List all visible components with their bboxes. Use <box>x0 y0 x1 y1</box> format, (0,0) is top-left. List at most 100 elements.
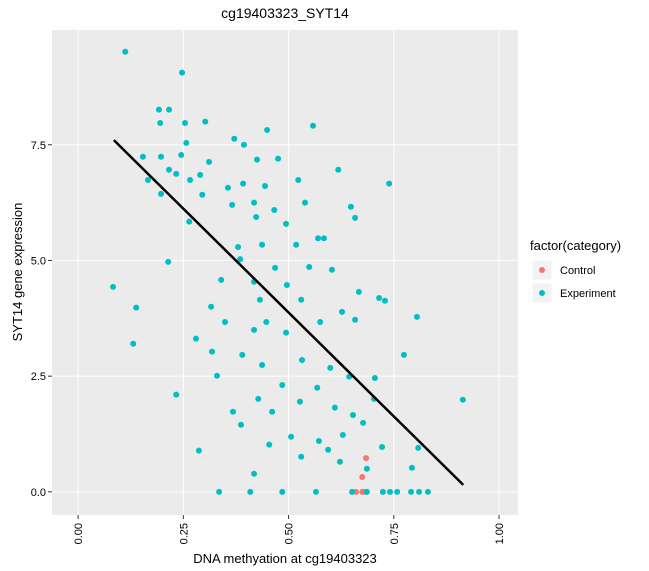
legend-marker <box>539 290 545 296</box>
point <box>312 488 319 495</box>
point <box>415 444 422 451</box>
point <box>179 69 186 76</box>
point <box>328 266 335 273</box>
point <box>208 348 215 355</box>
point <box>206 158 213 165</box>
point <box>263 319 270 326</box>
point <box>296 398 303 405</box>
point <box>216 488 223 495</box>
point <box>255 395 262 402</box>
point <box>315 437 322 444</box>
point <box>283 281 290 288</box>
point <box>359 474 366 481</box>
legend-marker <box>539 267 545 273</box>
point <box>408 488 415 495</box>
point <box>218 276 225 283</box>
y-tick-label: 7.5 <box>31 140 46 152</box>
point <box>355 288 362 295</box>
x-tick-label: 0.25 <box>178 523 190 544</box>
point <box>360 419 367 426</box>
point <box>293 241 300 248</box>
point <box>262 182 269 189</box>
point <box>208 303 215 310</box>
point <box>371 375 378 382</box>
y-tick-label: 5.0 <box>31 255 46 267</box>
point <box>224 184 231 191</box>
point <box>222 319 229 326</box>
point <box>229 201 236 208</box>
point <box>199 191 206 198</box>
y-tick-label: 2.5 <box>31 371 46 383</box>
point <box>271 207 278 214</box>
point <box>379 443 386 450</box>
point <box>331 404 338 411</box>
point <box>386 180 393 187</box>
point <box>110 283 117 290</box>
point <box>275 155 282 162</box>
point <box>155 106 162 113</box>
x-tick-label: 0.00 <box>73 523 85 544</box>
point <box>214 372 221 379</box>
legend-label: Control <box>560 265 595 277</box>
x-tick-label: 0.50 <box>284 523 296 544</box>
point <box>235 244 242 251</box>
point <box>349 488 356 495</box>
point <box>306 263 313 270</box>
point <box>379 488 386 495</box>
point <box>279 381 286 388</box>
point <box>295 176 302 183</box>
point <box>325 446 332 453</box>
point <box>251 326 258 333</box>
chart-title: cg19403323_SYT14 <box>221 5 349 21</box>
point <box>187 176 194 183</box>
point <box>320 235 327 242</box>
point <box>283 329 290 336</box>
point <box>299 356 306 363</box>
point <box>309 122 316 129</box>
point <box>279 488 286 495</box>
y-tick-label: 0.0 <box>31 487 46 499</box>
point <box>166 106 173 113</box>
point <box>272 264 279 271</box>
point <box>363 465 370 472</box>
plot-panel <box>52 30 518 515</box>
point <box>352 316 359 323</box>
point <box>459 396 466 403</box>
x-tick-label: 0.75 <box>389 523 401 544</box>
point <box>413 313 420 320</box>
point <box>408 464 415 471</box>
point <box>240 180 247 187</box>
point <box>247 488 254 495</box>
point <box>166 166 173 173</box>
point <box>339 308 346 315</box>
point <box>259 241 266 248</box>
point <box>298 296 305 303</box>
point <box>335 166 342 173</box>
point <box>130 340 137 347</box>
point <box>133 304 140 311</box>
point <box>251 470 258 477</box>
point <box>269 408 276 415</box>
point <box>253 213 260 220</box>
point <box>339 431 346 438</box>
point <box>266 441 273 448</box>
point <box>178 151 185 158</box>
point <box>363 455 370 462</box>
point <box>256 296 263 303</box>
point <box>254 156 261 163</box>
point <box>173 391 180 398</box>
y-axis-label: SYT14 gene expression <box>10 203 25 342</box>
point <box>157 120 164 127</box>
point <box>192 335 199 342</box>
point <box>173 170 180 177</box>
point <box>144 176 151 183</box>
point <box>317 319 324 326</box>
point <box>197 171 204 178</box>
point <box>424 488 431 495</box>
point <box>259 362 266 369</box>
point <box>195 447 202 454</box>
point <box>139 153 146 160</box>
point <box>288 433 295 440</box>
